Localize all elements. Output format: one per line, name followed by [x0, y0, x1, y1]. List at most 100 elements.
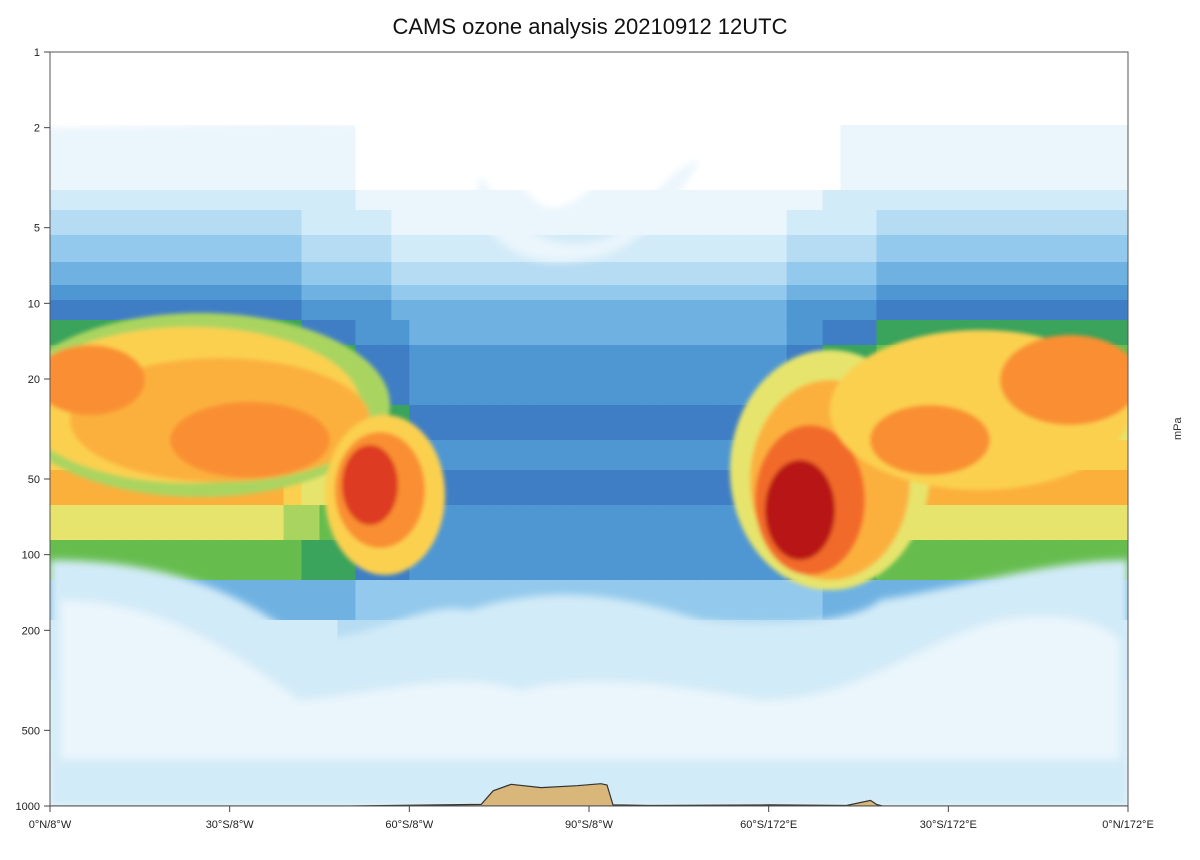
field-cell [768, 235, 788, 263]
field-cell [391, 190, 410, 211]
orography-layer [50, 783, 1128, 806]
field-cell [606, 190, 626, 211]
field-cell [642, 125, 662, 191]
field-cell [624, 300, 644, 321]
field-cell [445, 405, 464, 441]
field-cell [535, 505, 554, 541]
field-cell [139, 262, 159, 286]
field-cell [337, 125, 357, 191]
field-cell [211, 210, 231, 236]
field-cell [840, 210, 860, 236]
field-cell [463, 190, 482, 211]
field-cell [193, 285, 213, 301]
field-cell [157, 540, 177, 581]
field-cell [624, 470, 644, 506]
field-cell [175, 540, 195, 581]
field-cell [499, 320, 518, 346]
field-cell [858, 320, 878, 346]
field-cell [606, 540, 626, 581]
field-cell [624, 262, 644, 286]
field-cell [481, 300, 500, 321]
field-cell [355, 210, 374, 236]
field-cell [85, 190, 105, 211]
field-cell [696, 210, 716, 236]
field-cell [265, 262, 285, 286]
field-cell [427, 300, 446, 321]
field-cell [121, 300, 141, 321]
field-cell [355, 580, 374, 621]
field-cell [714, 580, 734, 621]
field-cell [606, 300, 626, 321]
field-cell [912, 235, 931, 263]
field-cell [858, 210, 878, 236]
field-cell [445, 320, 464, 346]
y-tick-label: 1000 [16, 801, 40, 813]
field-cell [1020, 300, 1039, 321]
field-cell [912, 540, 931, 581]
field-cell [804, 210, 824, 236]
field-cell [714, 190, 734, 211]
field-cell [894, 300, 913, 321]
field-cell [139, 235, 159, 263]
field-cell [445, 470, 464, 506]
field-cell [750, 235, 770, 263]
field-cell [571, 405, 590, 441]
field-cell [768, 300, 788, 321]
field-cell [1038, 210, 1057, 236]
field-cell [840, 125, 860, 191]
field-cell [157, 235, 177, 263]
field-cell [517, 285, 536, 301]
field-cell [984, 540, 1003, 581]
field-cell [660, 505, 680, 541]
field-cell [768, 580, 788, 621]
field-cell [139, 190, 159, 211]
field-cell [283, 285, 303, 301]
field-cell [427, 210, 446, 236]
field-cell [67, 505, 87, 541]
field-cell [121, 262, 141, 286]
field-cell [624, 345, 644, 376]
field-cell [1056, 235, 1075, 263]
field-cell [499, 345, 518, 376]
field-cell [912, 300, 931, 321]
field-cell [714, 440, 734, 471]
field-cell [175, 505, 195, 541]
field-cell [948, 505, 967, 541]
field-cell [1110, 285, 1128, 301]
field-cell [193, 540, 213, 581]
field-cell [1038, 300, 1057, 321]
field-cell [930, 262, 949, 286]
field-cell [642, 262, 662, 286]
field-cell [678, 235, 698, 263]
field-cell [750, 285, 770, 301]
field-cell [1020, 262, 1039, 286]
field-cell [642, 440, 662, 471]
field-cell [696, 375, 716, 406]
field-cell [301, 580, 321, 621]
blob-tongue-left-red [342, 445, 398, 525]
field-cell [481, 540, 500, 581]
field-cell [678, 345, 698, 376]
field-cell [67, 190, 87, 211]
field-cell [319, 580, 339, 621]
field-cell [67, 235, 87, 263]
field-cell [409, 300, 428, 321]
field-cell [85, 262, 105, 286]
field-cell [283, 190, 303, 211]
field-cell [301, 262, 321, 286]
field-cell [660, 262, 680, 286]
field-cell [535, 345, 554, 376]
field-cell [157, 262, 177, 286]
field-cell [714, 125, 734, 191]
field-cell [1020, 210, 1039, 236]
field-cell [894, 285, 913, 301]
field-cell [409, 235, 428, 263]
field-cell [211, 235, 231, 263]
field-cell [445, 190, 464, 211]
field-cell [499, 540, 518, 581]
field-cell [535, 440, 554, 471]
field-cell [229, 505, 249, 541]
field-cell [589, 262, 608, 286]
field-cell [912, 125, 931, 191]
field-cell [984, 125, 1003, 191]
